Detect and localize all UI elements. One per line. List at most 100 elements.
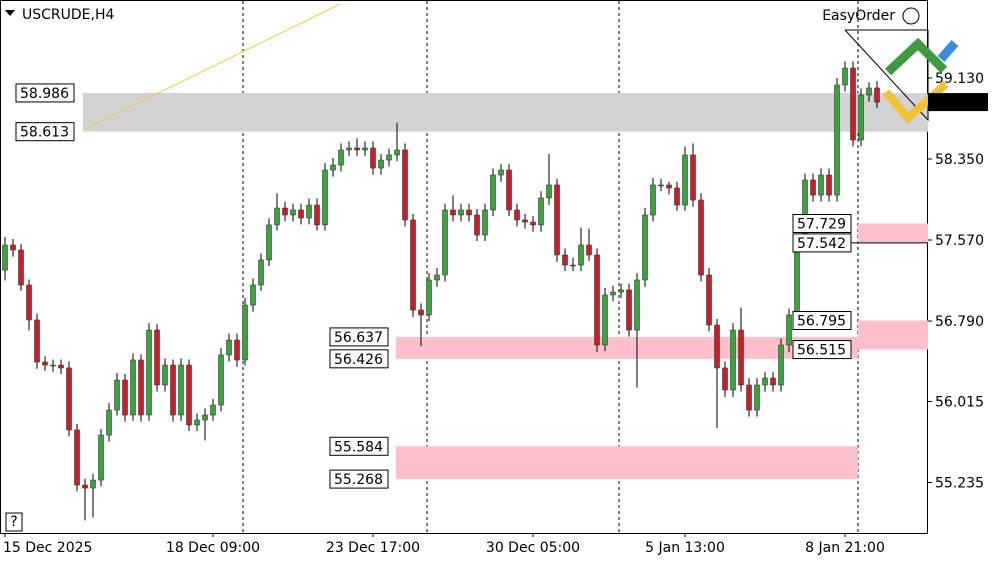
drawing-line [844, 29, 929, 122]
candle-body [306, 204, 312, 219]
candle-body [794, 244, 800, 316]
current-price-box [928, 93, 988, 112]
candle-body [666, 184, 672, 189]
help-label[interactable]: ? [10, 514, 17, 530]
candle-body [770, 377, 776, 386]
candle-body [370, 147, 376, 169]
zone-label: 58.986 [20, 86, 69, 102]
candle-body [242, 304, 248, 361]
candle-body [266, 224, 272, 261]
candle-body [874, 87, 880, 103]
candle-body [298, 209, 304, 219]
current-price-label: 58.898 [935, 95, 984, 111]
candle-body [690, 154, 696, 201]
zone-label-box [792, 214, 852, 234]
trend-line [82, 3, 341, 131]
logo-blue [937, 40, 959, 62]
candle-body [426, 279, 432, 316]
x-tick-label: 30 Dec 05:00 [486, 540, 580, 556]
candle-body [514, 209, 520, 221]
candle-body [194, 419, 200, 426]
candle-body [626, 289, 632, 331]
candle-body [346, 147, 352, 151]
candle-body [450, 209, 456, 216]
tool-name[interactable]: EasyOrder [822, 8, 895, 24]
candle-body [706, 274, 712, 326]
candle-body [658, 184, 664, 187]
candle-body [178, 364, 184, 416]
candle-body [18, 249, 24, 286]
candle-body [570, 264, 576, 267]
candle-body [642, 214, 648, 281]
zone-labels: 58.986 58.613 56.637 56.426 55.584 55.268 57.7… [15, 83, 852, 489]
candle-body [386, 154, 392, 161]
zone-label: 55.584 [334, 439, 383, 455]
candle-body [50, 364, 56, 367]
zone [858, 223, 928, 243]
axes: 15 Dec 2025 18 Dec 09:00 23 Dec 17:00 30 De… [3, 71, 988, 556]
candle-body [474, 214, 480, 236]
candle-body [826, 174, 832, 196]
y-tick-label: 56.790 [935, 314, 984, 330]
smiley-icon[interactable] [902, 7, 920, 25]
candle-body [10, 244, 16, 251]
zone-label-box [792, 340, 852, 360]
candle-body [554, 184, 560, 256]
candle-body [530, 221, 536, 226]
x-tick-label: 18 Dec 09:00 [166, 540, 260, 556]
zone-label: 57.542 [797, 236, 846, 252]
candle-body [290, 209, 296, 216]
x-tick-label: 23 Dec 17:00 [326, 540, 420, 556]
candle-body [282, 207, 288, 216]
candle-body [90, 479, 96, 489]
candle-body [602, 294, 608, 346]
candle-body [74, 429, 80, 486]
candle-body [378, 159, 384, 169]
candle-body [610, 291, 616, 296]
candles [2, 61, 880, 521]
help-button[interactable] [5, 512, 23, 532]
candle-body [746, 384, 752, 411]
candle-body [594, 254, 600, 346]
zone [396, 446, 858, 480]
y-tick-label: 58.350 [935, 152, 984, 168]
candle-body [58, 364, 64, 369]
zone-label-box [329, 436, 389, 456]
candle-body [466, 209, 472, 216]
candle-body [778, 344, 784, 386]
menu-arrow[interactable] [5, 10, 15, 16]
candle-body [434, 274, 440, 281]
candle-body [314, 204, 320, 226]
candle-body [586, 244, 592, 256]
candle-body [26, 284, 32, 321]
candle-body [578, 244, 584, 266]
candle-body [498, 169, 504, 176]
candle-body [250, 284, 256, 306]
x-tick-label: 8 Jan 21:00 [805, 540, 885, 556]
candle-body [522, 219, 528, 223]
y-tick-label: 59.130 [935, 71, 984, 87]
candle-body [202, 414, 208, 421]
candle-body [730, 329, 736, 391]
zone-label: 58.613 [20, 125, 69, 141]
candle-body [258, 259, 264, 286]
candle-body [330, 164, 336, 171]
candle-body [810, 179, 816, 196]
candle-body [698, 199, 704, 276]
candle-body [362, 147, 368, 151]
candle-body [218, 354, 224, 406]
symbol-title: USCRUDE,H4 [22, 7, 114, 23]
candle-body [858, 94, 864, 141]
candle-body [186, 364, 192, 426]
candle-body [402, 149, 408, 221]
candle-body [458, 209, 464, 216]
zone-label-box [329, 469, 389, 489]
zone-label: 56.795 [797, 314, 846, 330]
candle-body [762, 377, 768, 386]
candle-body [618, 289, 624, 293]
candle-body [322, 169, 328, 226]
candle-body [482, 209, 488, 236]
candle-body [34, 319, 40, 363]
candle-body [210, 404, 216, 416]
zone-label-box [792, 311, 852, 331]
